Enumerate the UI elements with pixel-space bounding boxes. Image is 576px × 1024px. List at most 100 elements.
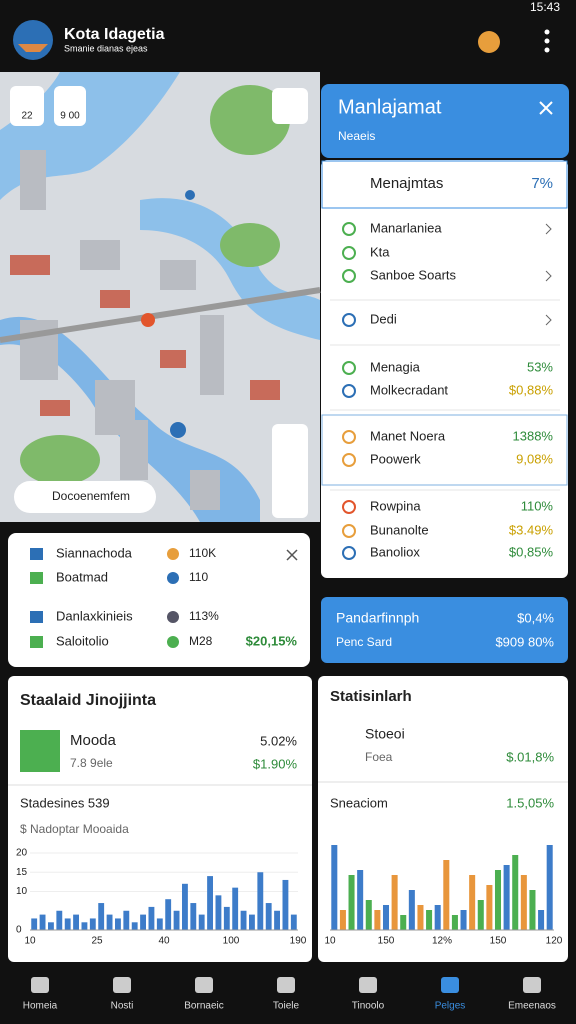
item-value: 9,08% bbox=[516, 451, 553, 466]
map-search[interactable] bbox=[14, 481, 156, 513]
logo[interactable] bbox=[13, 20, 53, 60]
x-tick-label: 150 bbox=[378, 936, 395, 947]
item-label[interactable]: Sanboe Soarts bbox=[370, 267, 457, 282]
nav-icon[interactable] bbox=[31, 977, 49, 993]
item-value: 1388% bbox=[513, 428, 554, 443]
bar bbox=[265, 903, 272, 930]
menu-icon[interactable] bbox=[544, 29, 550, 53]
item-sublabel: 7.8 9ele bbox=[70, 756, 113, 770]
item-label[interactable]: Menagia bbox=[370, 359, 421, 374]
nav-label[interactable]: Toiele bbox=[273, 1001, 300, 1012]
item-label[interactable]: Manet Noera bbox=[370, 428, 446, 443]
bar bbox=[48, 922, 54, 930]
item-subvalue: $1.90% bbox=[253, 756, 298, 771]
legend-close[interactable] bbox=[286, 549, 298, 561]
bar bbox=[374, 910, 381, 930]
bar bbox=[529, 890, 536, 930]
x-tick-label: 150 bbox=[490, 936, 507, 947]
nav-icon[interactable] bbox=[523, 977, 541, 993]
chevron[interactable] bbox=[545, 223, 552, 235]
item-label[interactable]: Molkecradant bbox=[370, 382, 448, 397]
nav-icon[interactable] bbox=[195, 977, 213, 993]
item-value: $0,85% bbox=[509, 544, 554, 559]
item-icon bbox=[342, 246, 356, 260]
nav-label[interactable]: Emeenaos bbox=[508, 1001, 556, 1012]
bar bbox=[357, 870, 364, 930]
bar bbox=[165, 899, 172, 930]
item-icon bbox=[342, 313, 356, 327]
nav-icon[interactable] bbox=[277, 977, 295, 993]
legend-label: Saloitolio bbox=[56, 633, 109, 648]
legend-swatch bbox=[167, 611, 179, 623]
nav-icon[interactable] bbox=[359, 977, 377, 993]
item-label[interactable]: Dedi bbox=[370, 311, 397, 326]
legend-label: Boatmad bbox=[56, 569, 108, 584]
summary-card[interactable] bbox=[321, 597, 568, 663]
x-tick-label: 12% bbox=[432, 936, 452, 947]
map-search-text: Docoenemfem bbox=[52, 489, 130, 503]
legend-value: 110K bbox=[189, 546, 216, 560]
bar bbox=[469, 875, 476, 930]
bar bbox=[503, 865, 510, 930]
bar bbox=[460, 910, 467, 930]
summary-subvalue: $909 80% bbox=[495, 634, 554, 649]
x-tick-label: 100 bbox=[223, 936, 240, 947]
section-title: Menajmtas bbox=[370, 175, 443, 192]
bar bbox=[182, 883, 188, 930]
bar bbox=[140, 914, 146, 930]
bar bbox=[31, 918, 38, 930]
close-button[interactable] bbox=[539, 101, 553, 115]
nav-label[interactable]: Tinoolo bbox=[352, 1001, 385, 1012]
x-tick-label: 190 bbox=[290, 936, 307, 947]
map[interactable] bbox=[0, 72, 321, 522]
bar bbox=[434, 905, 441, 930]
item-label[interactable]: Rowpina bbox=[370, 498, 421, 513]
legend-label: Danlaxkinieis bbox=[56, 608, 133, 623]
item-icon bbox=[342, 500, 356, 514]
item-label[interactable]: Poowerk bbox=[370, 451, 421, 466]
chevron[interactable] bbox=[545, 314, 552, 326]
bar bbox=[339, 910, 346, 930]
bar bbox=[223, 906, 230, 930]
legend-card bbox=[8, 533, 310, 667]
time: 15:43 bbox=[530, 0, 560, 14]
legend-value: 110 bbox=[189, 570, 208, 584]
bar bbox=[257, 872, 264, 930]
item-value: 5.02% bbox=[260, 733, 297, 748]
nav-label[interactable]: Bornaeic bbox=[184, 1001, 223, 1012]
item-label[interactable]: Bunanolte bbox=[370, 522, 429, 537]
item-icon bbox=[342, 384, 356, 398]
item-label: Stoeoi bbox=[365, 726, 405, 742]
item-label[interactable]: Banoliox bbox=[370, 544, 420, 559]
nav-label[interactable]: Pelges bbox=[435, 1001, 466, 1012]
bar bbox=[98, 903, 105, 930]
profile-icon[interactable] bbox=[478, 31, 500, 53]
nav-icon[interactable] bbox=[113, 977, 131, 993]
legend-label: Siannachoda bbox=[56, 545, 133, 560]
legend-icon bbox=[30, 611, 43, 623]
item-value: 110% bbox=[521, 498, 554, 513]
map-zoom[interactable] bbox=[272, 424, 308, 518]
chart-title: Sneaciom bbox=[330, 795, 388, 810]
bar bbox=[400, 915, 407, 930]
chevron[interactable] bbox=[545, 270, 552, 282]
bar bbox=[451, 915, 458, 930]
legend-value: M28 bbox=[189, 634, 213, 648]
legend-extra: $20,15% bbox=[246, 633, 298, 648]
bar bbox=[331, 845, 338, 930]
nav-label[interactable]: Nosti bbox=[111, 1001, 134, 1012]
item-label[interactable]: Manarlaniea bbox=[370, 220, 442, 235]
nav-label[interactable]: Homeia bbox=[23, 1001, 58, 1012]
bar bbox=[391, 875, 398, 930]
bar bbox=[198, 914, 205, 930]
item-value: $3.49% bbox=[509, 522, 554, 537]
legend-icon bbox=[30, 572, 43, 584]
panel-title: Manlajamat bbox=[338, 96, 442, 118]
item-label[interactable]: Kta bbox=[370, 244, 390, 259]
bar bbox=[426, 910, 433, 930]
bar bbox=[443, 860, 450, 930]
x-tick-label: 25 bbox=[91, 936, 103, 947]
nav-icon[interactable] bbox=[441, 977, 459, 993]
map-button[interactable] bbox=[10, 86, 308, 126]
